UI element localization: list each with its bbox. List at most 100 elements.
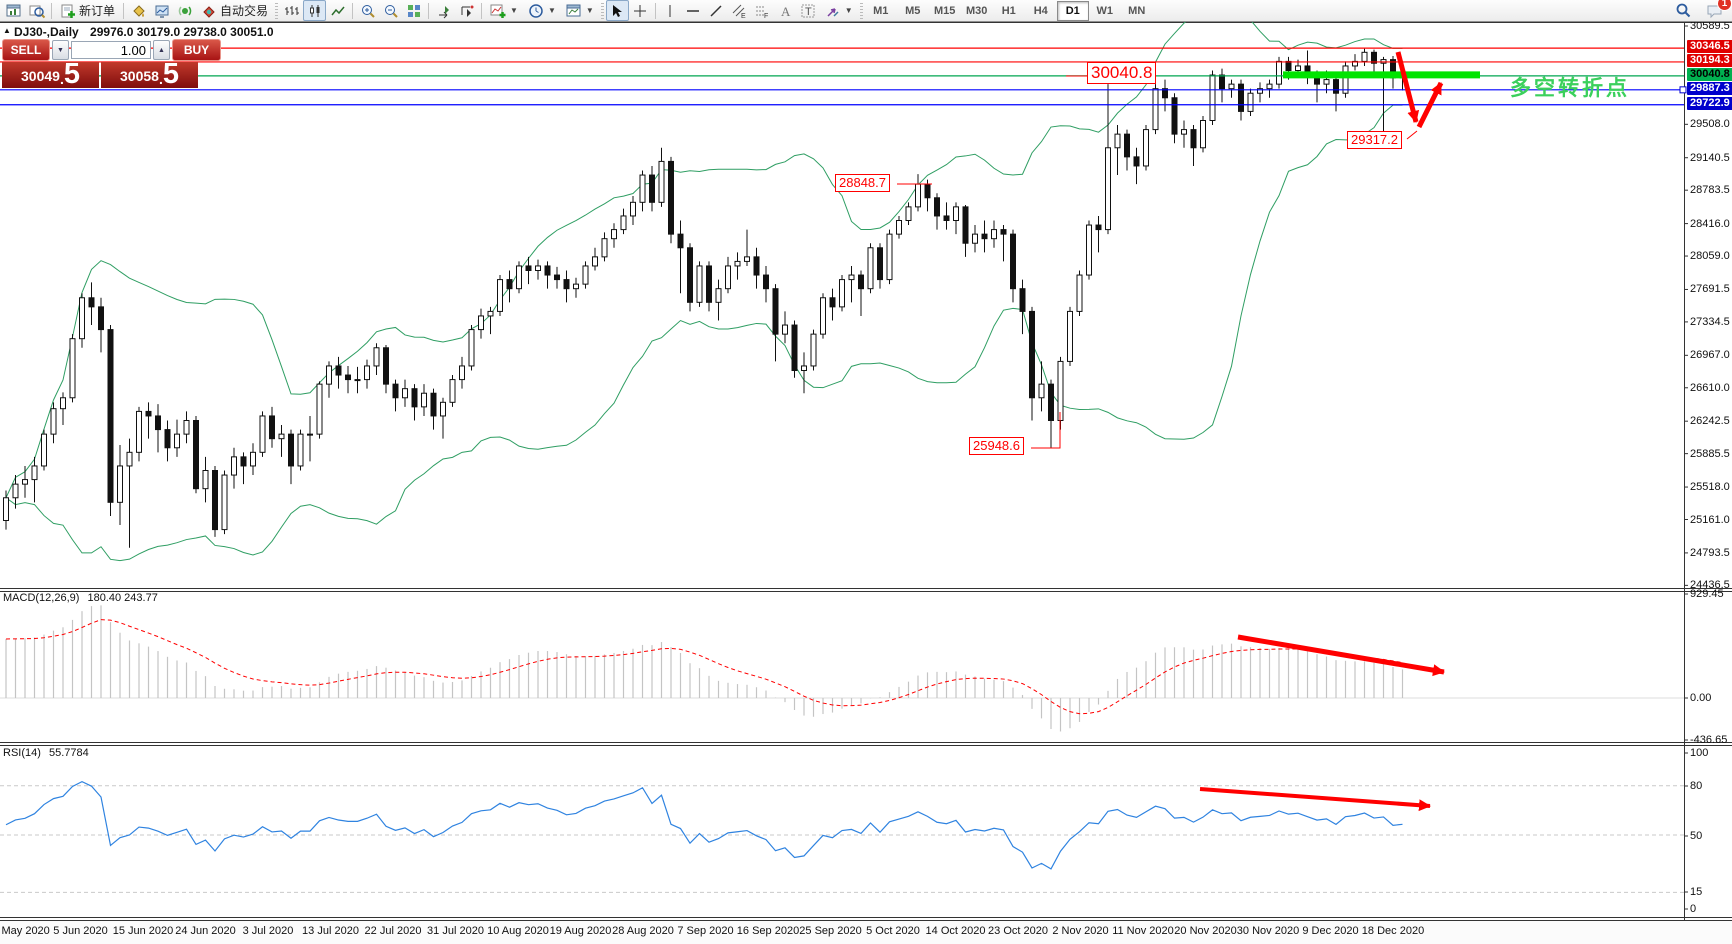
candle-body [459,365,465,381]
timeframe-button-m5[interactable]: M5 [905,4,921,17]
note-text[interactable]: 多空转折点 [1510,77,1630,100]
time-axis-label: 24 Jun 2020 [175,925,236,937]
candle-body [487,310,494,317]
autotrading-button[interactable]: 自动交易 [196,0,273,21]
new-order-button[interactable]: 新订单 [55,0,120,21]
candle-body [383,347,389,385]
red-arrow[interactable] [1416,81,1444,129]
trendline-button[interactable] [705,0,728,21]
chart-profiles-button[interactable] [25,0,48,21]
timeframe-button-h4[interactable]: H4 [1033,4,1048,17]
candle-body [1323,79,1330,85]
candle-body [98,306,104,331]
new-chart-button[interactable] [2,0,25,21]
timeframe-button-w1[interactable]: W1 [1096,4,1113,17]
rsi-axis-label: 15 [1690,886,1703,898]
candle-body [60,397,66,410]
crosshair-button[interactable] [629,0,652,21]
fibonacci-button[interactable]: F [751,0,774,21]
strategy-tester-button[interactable] [173,0,196,21]
sell-button[interactable]: SELL [2,39,50,61]
auto-scroll-button[interactable] [432,0,455,21]
timeframe-button-m30[interactable]: M30 [966,4,988,17]
panel-collapse-icon[interactable]: ▲ [3,26,11,35]
candle-body [183,420,190,435]
price-tag-annotation[interactable]: 29317.2 [1347,131,1402,149]
candle-body [1048,383,1054,421]
tile-windows-button[interactable] [402,0,425,21]
text-label-button[interactable]: T [797,0,820,21]
sell-price-display[interactable]: 30049. 5 [2,58,99,90]
candle-body [1095,224,1102,231]
zoom-in-button[interactable] [356,0,379,21]
cursor-button[interactable] [605,0,629,21]
candle-body [563,279,570,290]
arrows-button[interactable]: ▼ [820,0,858,21]
candle-body [1152,88,1159,131]
sell-price-pips: 5 [63,58,80,90]
candle-body [839,279,845,308]
periods-button[interactable]: ▼ [523,0,561,21]
notifications-button[interactable]: 1 [1703,0,1732,21]
timeframe-button-d1[interactable]: D1 [1056,0,1089,21]
price-axis-tick: 27334.5 [1690,315,1730,328]
price-axis-tick: 28783.5 [1690,184,1730,197]
styles-button[interactable] [127,0,150,21]
candle-body [1333,79,1339,94]
timeframe-button-m15[interactable]: M15 [934,4,956,17]
line-chart-button[interactable] [326,0,349,21]
time-axis-label: 25 Sep 2020 [799,925,862,937]
candle-body [1257,88,1263,94]
trend-arrows[interactable] [1199,51,1445,812]
bollinger-bands[interactable] [5,0,1403,562]
search-button[interactable] [1672,0,1695,21]
market-watch-button[interactable] [150,0,173,21]
candle-body [1162,88,1168,99]
buy-price-display[interactable]: 30058. 5 [101,60,198,89]
volume-input[interactable] [71,41,151,59]
red-arrow[interactable] [1395,51,1420,123]
red-arrow[interactable] [1237,634,1445,677]
volume-increase-button[interactable]: ▲ [153,40,170,60]
templates-button[interactable]: ▼ [561,0,599,21]
buy-button[interactable]: BUY [172,39,221,61]
bar-chart-button[interactable] [280,0,303,21]
zoom-out-button[interactable] [379,0,402,21]
horizontal-price-lines[interactable] [0,47,1684,106]
candle-body [430,392,437,417]
candle-body [22,479,28,485]
candle-body [354,379,361,382]
indicators-button[interactable]: ▼ [485,0,523,21]
dropdown-caret-icon: ▼ [510,6,518,15]
chart-shift-button[interactable] [455,0,478,21]
new-order-icon [61,4,75,18]
timeframe-button-m1[interactable]: M1 [873,4,889,17]
text-button[interactable]: A [774,0,797,21]
candle-body [668,160,674,235]
red-arrow[interactable] [1199,787,1431,812]
timeframe-button-h1[interactable]: H1 [1001,4,1016,17]
timeframe-button-mn[interactable]: MN [1128,4,1146,17]
price-tag-annotation[interactable]: 30040.8 [1087,62,1157,85]
candle-body [639,174,646,203]
candle-body [953,206,959,221]
candlestick-series[interactable] [3,48,1406,548]
equidistant-channel-button[interactable]: E [728,0,751,21]
candlestick-button[interactable] [303,0,327,21]
candle-body [772,288,779,335]
vertical-line-button[interactable] [659,0,682,21]
candle-body [1228,83,1235,90]
new-order-label: 新订单 [79,4,116,18]
dropdown-caret-icon: ▼ [585,6,594,15]
time-axis-label: 5 Oct 2020 [866,925,920,937]
price-tag-annotation[interactable]: 28848.7 [835,174,890,192]
price-axis-badge: 30194.3 [1687,53,1732,67]
candle-body [1114,133,1121,149]
horizontal-line-button[interactable] [682,0,705,21]
price-tag-annotation[interactable]: 25948.6 [969,437,1024,455]
volume-decrease-button[interactable]: ▼ [52,40,69,60]
bar-chart-icon [284,5,299,15]
toolbar: 新订单 自动交易 [0,0,1732,22]
candle-body [259,415,266,453]
